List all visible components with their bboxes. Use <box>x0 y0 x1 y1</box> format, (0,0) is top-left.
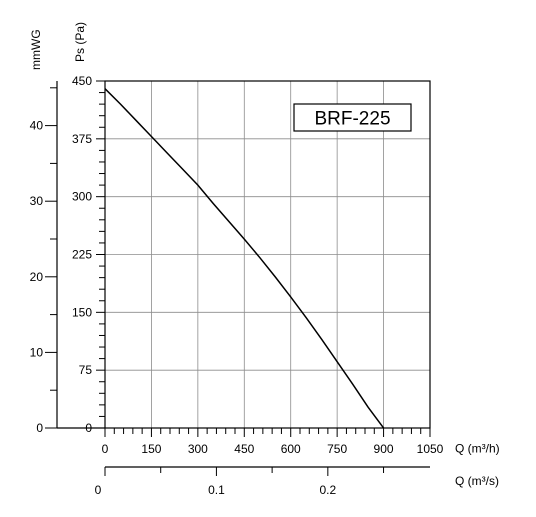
y-tick-label: 225 <box>72 248 92 262</box>
axes <box>45 80 431 476</box>
y-axis-title: Ps (Pa) <box>73 22 87 62</box>
y-tick-label: 0 <box>85 421 92 435</box>
x2-tick-label: 0.1 <box>208 483 225 497</box>
grid <box>104 80 431 429</box>
y2-tick-label: 40 <box>30 119 44 133</box>
y-tick-label: 300 <box>72 190 92 204</box>
model-label-box: BRF-225 <box>293 103 412 132</box>
x-tick-label: 600 <box>281 442 301 456</box>
y-tick-label: 75 <box>79 363 93 377</box>
x-tick-label: 0 <box>102 442 109 456</box>
y2-tick-label: 30 <box>30 194 44 208</box>
fan-curve-line <box>104 88 385 429</box>
x-tick-label: 750 <box>327 442 347 456</box>
x-tick-label: 450 <box>234 442 254 456</box>
x-tick-label: 900 <box>374 442 394 456</box>
x2-axis-title: Q (m³/s) <box>455 474 499 488</box>
axis-labels: 0 150 300 450 600 750 900 105007515022530037545… <box>30 74 444 497</box>
y-tick-label: 150 <box>72 305 92 319</box>
x-tick-label: 1050 <box>417 442 444 456</box>
x2-tick-label: 0.2 <box>319 483 336 497</box>
x-tick-label: 300 <box>188 442 208 456</box>
x-tick-label: 150 <box>141 442 161 456</box>
series-layer <box>104 88 385 429</box>
y2-tick-label: 10 <box>30 345 44 359</box>
y2-axis-title: mmWG <box>29 29 43 70</box>
y-tick-label: 375 <box>72 132 92 146</box>
y2-tick-label: 20 <box>30 270 44 284</box>
y-tick-label: 450 <box>72 74 92 88</box>
model-label: BRF-225 <box>314 109 390 130</box>
x2-tick-label: 0 <box>95 483 102 497</box>
x-axis-title: Q (m³/h) <box>455 442 500 456</box>
y2-tick-label: 0 <box>36 421 43 435</box>
